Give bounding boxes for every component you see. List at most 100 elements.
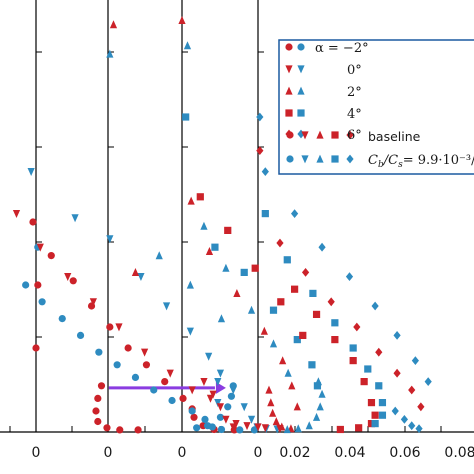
marker-p1-triangle-down-baseline-8 xyxy=(206,394,215,403)
marker-p3-diamond-modified-1 xyxy=(256,112,264,122)
marker-p1-triangle-up-baseline-1 xyxy=(131,268,140,276)
marker-p3-square-modified-5 xyxy=(364,365,372,373)
marker-p2-square-baseline-1 xyxy=(224,226,232,234)
marker-p1-triangle-down-baseline-2 xyxy=(64,273,72,281)
marker-p2-triangle-down-modified-1 xyxy=(229,386,237,395)
marker-p1-circle-modified-2 xyxy=(58,315,66,323)
marker-p3-diamond-baseline-6 xyxy=(393,368,401,378)
marker-p2-circle-baseline-1 xyxy=(94,394,102,402)
marker-p1-triangle-up-modified-1 xyxy=(155,251,163,260)
marker-p3-triangle-down-baseline-2 xyxy=(254,423,262,432)
marker-p2-square-modified-1 xyxy=(211,243,219,251)
legend-angle-6: 6° xyxy=(347,128,362,143)
marker-p1-triangle-down-baseline-4 xyxy=(115,323,123,332)
marker-p1-circle-modified-10 xyxy=(201,415,209,423)
marker-p3-triangle-up-modified-1 xyxy=(318,389,326,398)
marker-p2-triangle-down-baseline-3 xyxy=(222,415,230,424)
marker-p3-diamond-modified-0 xyxy=(391,406,399,416)
marker-p1-triangle-down-modified-7 xyxy=(214,378,222,386)
marker-p3-square-modified-7 xyxy=(378,399,387,407)
marker-p1-circle-modified-4 xyxy=(95,348,103,356)
legend-baseline-row-triangle-up xyxy=(316,130,324,139)
shift-arrow-head xyxy=(215,381,226,394)
panel-zero-label-1: 0 xyxy=(104,445,113,461)
legend-box xyxy=(278,39,474,175)
legend-marker-baseline-circle xyxy=(285,43,293,51)
panel-zero-label-3: 0 xyxy=(254,445,263,461)
marker-p1-triangle-up-modified-0 xyxy=(106,49,114,58)
marker-p2-circle-modified-4 xyxy=(204,422,212,430)
marker-p1-triangle-down-baseline-5 xyxy=(141,348,149,357)
marker-p0-circle-baseline-1 xyxy=(34,281,42,289)
legend-modified-row-triangle-up xyxy=(316,154,324,163)
marker-p3-diamond-modified-3 xyxy=(291,209,299,218)
legend-alpha-label: α = −2° xyxy=(315,41,369,56)
marker-p3-square-baseline-3 xyxy=(349,357,357,365)
marker-p3-diamond-baseline-3 xyxy=(327,297,335,307)
legend: α = −2° 0° 2° 4° 6° baseline Cb/Cs= 9.9·… xyxy=(278,39,474,175)
marker-p1-triangle-down-modified-3 xyxy=(137,273,145,281)
marker-p3-square-modified-0 xyxy=(261,210,269,218)
data-marks xyxy=(12,16,432,434)
marker-p2-square-baseline-4 xyxy=(299,331,307,339)
x-tick-label-3: 0.08 xyxy=(444,445,474,461)
legend-baseline-text: baseline xyxy=(368,129,421,144)
marker-p2-triangle-up-modified-5 xyxy=(284,368,292,377)
legend-ratio-slash: / xyxy=(382,153,390,168)
marker-p3-triangle-up-modified-6 xyxy=(283,425,291,434)
marker-p3-diamond-modified-2 xyxy=(408,421,416,431)
tick-labels: 0 0 0 0 0.02 0.04 0.06 0.08 xyxy=(32,445,474,461)
panel-zero-label-0: 0 xyxy=(32,445,41,461)
legend-modified-row-diamond xyxy=(346,154,354,164)
legend-ratio-sub-s: s xyxy=(398,160,403,170)
marker-p3-triangle-up-modified-3 xyxy=(312,412,321,421)
marker-p1-triangle-down-modified-6 xyxy=(205,352,213,361)
marker-p2-circle-modified-3 xyxy=(216,413,225,421)
marker-p3-triangle-up-baseline-0 xyxy=(265,385,273,394)
marker-p3-triangle-down-baseline-1 xyxy=(243,422,251,431)
marker-p3-diamond-baseline-5 xyxy=(375,347,383,357)
marker-p3-diamond-modified-3 xyxy=(415,424,423,434)
marker-p3-square-baseline-2 xyxy=(331,336,339,344)
marker-p1-circle-modified-8 xyxy=(168,396,176,405)
marker-p3-diamond-modified-8 xyxy=(411,356,419,365)
marker-p2-triangle-up-modified-1 xyxy=(200,221,208,230)
legend-marks xyxy=(285,43,354,164)
legend-marker-baseline-triangle-down xyxy=(285,65,293,74)
marker-p3-square-baseline-8 xyxy=(355,424,363,432)
marker-p3-triangle-down-baseline-0 xyxy=(232,420,240,428)
marker-p1-circle-baseline-0 xyxy=(29,218,37,226)
marker-p3-triangle-up-baseline-2 xyxy=(269,408,277,417)
marker-p1-circle-modified-1 xyxy=(38,298,46,306)
legend-ratio-c2: C xyxy=(388,153,398,168)
marker-p2-triangle-up-modified-3 xyxy=(247,305,256,314)
marker-p1-circle-baseline-10 xyxy=(190,413,198,421)
legend-marker-modified-triangle-down xyxy=(297,65,305,74)
marker-p2-circle-baseline-6 xyxy=(134,426,142,434)
marker-p2-triangle-up-baseline-6 xyxy=(288,381,296,390)
marker-p2-triangle-up-baseline-1 xyxy=(187,196,195,205)
legend-marker-modified-triangle-up xyxy=(297,86,305,95)
marker-p3-diamond-modified-9 xyxy=(424,377,432,386)
legend-ratio-c1: C xyxy=(368,153,378,168)
marker-p2-triangle-up-baseline-4 xyxy=(260,326,268,335)
marker-p3-diamond-baseline-4 xyxy=(353,322,361,332)
marker-p1-circle-modified-7 xyxy=(150,386,158,394)
marker-p3-diamond-modified-2 xyxy=(261,167,269,176)
marker-p2-triangle-up-modified-2 xyxy=(222,263,230,272)
marker-p2-square-modified-3 xyxy=(269,306,278,314)
marker-p1-triangle-down-baseline-1 xyxy=(36,243,44,252)
marker-p3-square-modified-3 xyxy=(331,319,339,327)
marker-p3-square-baseline-6 xyxy=(371,411,379,419)
marker-p2-triangle-down-baseline-1 xyxy=(209,390,217,399)
marker-p3-diamond-baseline-1 xyxy=(276,238,284,248)
marker-p1-circle-modified-0 xyxy=(22,281,30,289)
marker-p2-circle-modified-1 xyxy=(227,392,236,400)
marker-p3-diamond-modified-5 xyxy=(345,272,354,281)
marker-p3-square-baseline-0 xyxy=(291,285,299,293)
legend-modified-row-circle xyxy=(286,155,294,163)
marker-p2-triangle-up-baseline-7 xyxy=(293,402,301,411)
marker-p3-diamond-baseline-8 xyxy=(417,402,425,412)
legend-baseline-row-circle xyxy=(286,131,294,139)
